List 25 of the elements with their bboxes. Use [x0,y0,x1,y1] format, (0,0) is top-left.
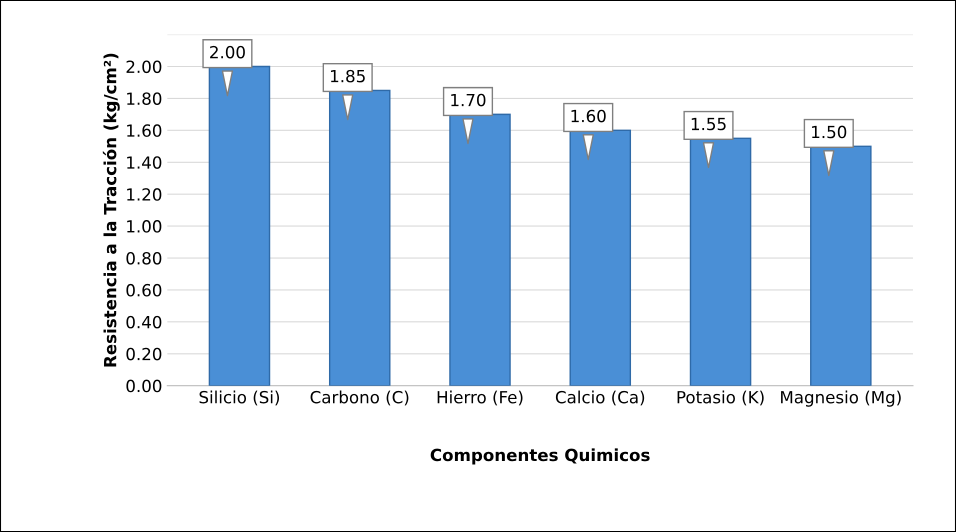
x-axis-title: Componentes Quimicos [430,448,650,464]
y-tick-label: 1.80 [127,92,162,105]
x-tick-label: Potasio (K) [678,390,764,406]
x-tick-label: Silicio (Si) [200,390,280,406]
data-label: 2.00 [210,46,245,58]
data-label: 1.55 [692,118,726,130]
y-tick-label: 1.40 [127,156,162,169]
data-label: 1.85 [330,70,365,82]
data-label: 1.50 [812,126,846,138]
x-tick-label: Magnesio (Mg) [781,390,901,407]
y-axis-title: Resistencia a la Tracción (kg/cm²) [102,54,120,366]
x-tick-label: Carbono (C) [310,390,408,406]
y-tick-label: 1.00 [127,220,162,233]
data-label: 1.60 [572,110,606,122]
data-label: 1.70 [451,94,486,106]
y-tick-label: 1.60 [127,124,162,137]
y-tick-label: 2.00 [126,60,162,74]
y-tick-label: 1.20 [127,188,162,201]
y-tick-label: 0.00 [126,380,162,392]
y-tick-label: 0.80 [126,252,162,265]
x-tick-label: Calcio (Ca) [556,390,644,406]
y-tick-label: 0.40 [126,316,162,328]
x-tick-label: Hierro (Fe) [438,390,523,406]
y-tick-label: 0.20 [126,348,162,360]
y-tick-label: 0.60 [126,284,162,297]
